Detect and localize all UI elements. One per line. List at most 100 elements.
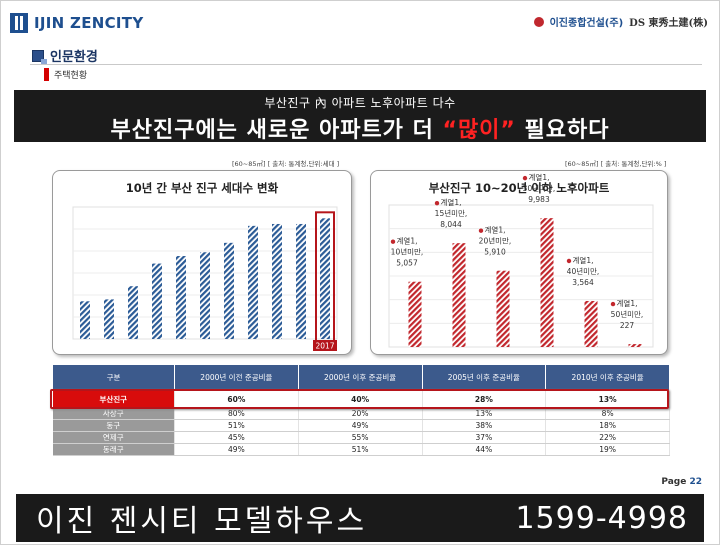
table-cell: 13% <box>422 407 547 420</box>
chart1-bar <box>248 225 258 339</box>
company-logo: IJIN ZENCITY <box>10 12 143 34</box>
table-cell: 28% <box>422 390 547 408</box>
chart2-data-label: 40년미만, <box>567 266 600 276</box>
table-row-head: 사상구 <box>52 407 175 420</box>
headline-banner: 부산진구 內 아파트 노후아파트 다수 부산진구에는 새로운 아파트가 더 “많… <box>14 90 706 144</box>
banner-title-highlight: “많이” <box>442 118 516 143</box>
chart2-bar <box>584 300 598 347</box>
table-cell: 49% <box>298 419 423 432</box>
table-cell: 22% <box>545 431 670 444</box>
chart2-label-marker <box>478 228 484 233</box>
table-cell: 40% <box>298 390 423 408</box>
chart2-bar <box>496 270 510 347</box>
section-title: 인문환경 <box>50 50 98 65</box>
chart2-data-label: 계열1, <box>573 255 594 265</box>
table-row-highlighted: 부산진구 60% 40% 28% 13% <box>52 390 670 408</box>
chart2-data-label: 9,983 <box>528 195 550 204</box>
chart2-plot: 계열1,10년미만,5,057계열1,15년미만,8,044계열1,20년미만,… <box>388 172 654 348</box>
chart1-bar <box>80 301 90 339</box>
chart1-bar <box>272 223 282 339</box>
chart2-bar <box>628 344 642 347</box>
chart2-data-label: 3,564 <box>572 278 594 287</box>
table-row: 연제구 45% 55% 37% 22% <box>52 431 670 444</box>
table-header-cell: 2000년 이후 준공비율 <box>297 364 423 391</box>
table-cell: 13% <box>545 390 670 408</box>
chart2-title: 부산진구 10~20년 이하 노후아파트 <box>428 181 610 195</box>
partner-logos: 이진종합건설(주) DS 東秀土建(株) <box>533 14 708 29</box>
chart2-data-label: 계열1, <box>397 236 418 246</box>
chart1-bar <box>320 218 330 339</box>
chart2-data-label: 계열1, <box>529 172 550 182</box>
chart1-container: 10년 간 부산 진구 세대수 변화 2017 <box>52 170 352 355</box>
table-cell: 51% <box>174 419 299 432</box>
chart2-data-label: 10년미만, <box>391 247 424 257</box>
table-header-cell: 2000년 이전 준공비율 <box>174 364 299 391</box>
completion-ratio-table: 구분 2000년 이전 준공비율 2000년 이후 준공비율 2005년 이후 … <box>52 364 670 456</box>
banner-subtitle: 부산진구 內 아파트 노후아파트 다수 <box>264 96 456 110</box>
banner-title-before: 부산진구에는 새로운 아파트가 더 <box>110 118 443 143</box>
chart1-bar <box>296 223 306 339</box>
footer-banner: 이진 젠시티 모델하우스 1599-4998 <box>16 494 704 542</box>
chart2-container: 부산진구 10~20년 이하 노후아파트 계열1, 10년미만, 5,057 계열1,… <box>370 170 668 355</box>
table-row: 동구 51% 49% 38% 18% <box>52 419 670 432</box>
table-row: 사상구 80% 20% 13% 8% <box>52 407 670 420</box>
table-cell: 19% <box>545 443 670 456</box>
chart2-label-marker <box>434 200 440 206</box>
table-cell: 49% <box>174 443 299 456</box>
subsection-title: 주택현황 <box>54 71 88 81</box>
table-cell: 45% <box>174 431 299 444</box>
logo-text: IJIN ZENCITY <box>34 14 144 32</box>
chart2-data-label: 30년미만, <box>523 183 556 193</box>
chart2-data-label: 5,057 <box>396 259 418 268</box>
chart1-bar <box>200 252 210 339</box>
chart1-note: [60~85㎡] [ 출처: 통계청,단위:세대 ] <box>232 160 340 168</box>
chart2-label-marker <box>522 175 528 181</box>
table-row-head: 동래구 <box>52 443 175 456</box>
table-cell: 80% <box>174 407 299 420</box>
table-row-head: 동구 <box>52 419 175 432</box>
chart2-label-marker <box>566 258 572 264</box>
table-header-cell: 구분 <box>52 364 175 391</box>
chart2-data-label: 8,044 <box>440 220 462 229</box>
table-cell: 37% <box>422 431 547 444</box>
table-header-cell: 2005년 이후 준공비율 <box>421 364 547 391</box>
chart1-bar <box>224 242 234 339</box>
table-row: 동래구 49% 51% 44% 19% <box>52 443 670 456</box>
page-number: Page 22 <box>661 477 702 487</box>
table-cell: 20% <box>298 407 423 420</box>
chart1-plot: 2017 <box>72 206 338 351</box>
subsection-heading: 주택현황 <box>44 68 87 81</box>
ijin-logo-icon <box>10 13 28 33</box>
chart2-data-label: 15년미만, <box>435 208 468 218</box>
partner-logo-icon <box>533 16 544 27</box>
chart1-title: 10년 간 부산 진구 세대수 변화 <box>125 181 279 195</box>
chart2-bar <box>540 218 554 347</box>
chart2-label-marker <box>610 301 616 307</box>
footer-phone: 1599-4998 <box>515 500 688 536</box>
chart2-data-label: 5,910 <box>484 248 506 257</box>
chart2-note: [60~85㎡] [ 출처: 통계청,단위:% ] <box>565 160 667 168</box>
chart2-data-label: 계열1, <box>485 225 506 235</box>
chart1-tick-label: 2017 <box>315 342 334 351</box>
chart2-data-label: 50년미만, <box>611 309 644 319</box>
table-cell: 51% <box>298 443 423 456</box>
page-number-value: 22 <box>689 477 702 487</box>
table-header-cell: 2010년 이후 준공비율 <box>545 364 670 391</box>
chart2-data-label: 계열1, <box>441 197 462 207</box>
banner-title: 부산진구에는 새로운 아파트가 더 “많이” 필요하다 <box>14 112 706 144</box>
chart2-data-label: 계열1, <box>617 298 638 308</box>
partner-logo-2: DS 東秀土建(株) <box>629 18 708 29</box>
footer-model-house: 이진 젠시티 모델하우스 <box>36 504 368 539</box>
page-label: Page <box>661 477 687 487</box>
chart1-bar <box>152 263 162 339</box>
table-cell: 60% <box>174 390 299 408</box>
table-row-head: 연제구 <box>52 431 175 444</box>
table-row-head: 부산진구 <box>52 390 175 408</box>
table-cell: 55% <box>298 431 423 444</box>
chart1-bar <box>128 286 138 339</box>
subsection-marker <box>44 68 49 81</box>
section-bullet-icon <box>32 49 47 65</box>
table-cell: 44% <box>422 443 547 456</box>
table-cell: 38% <box>422 419 547 432</box>
chart1-highlight-label-bg <box>313 340 337 351</box>
